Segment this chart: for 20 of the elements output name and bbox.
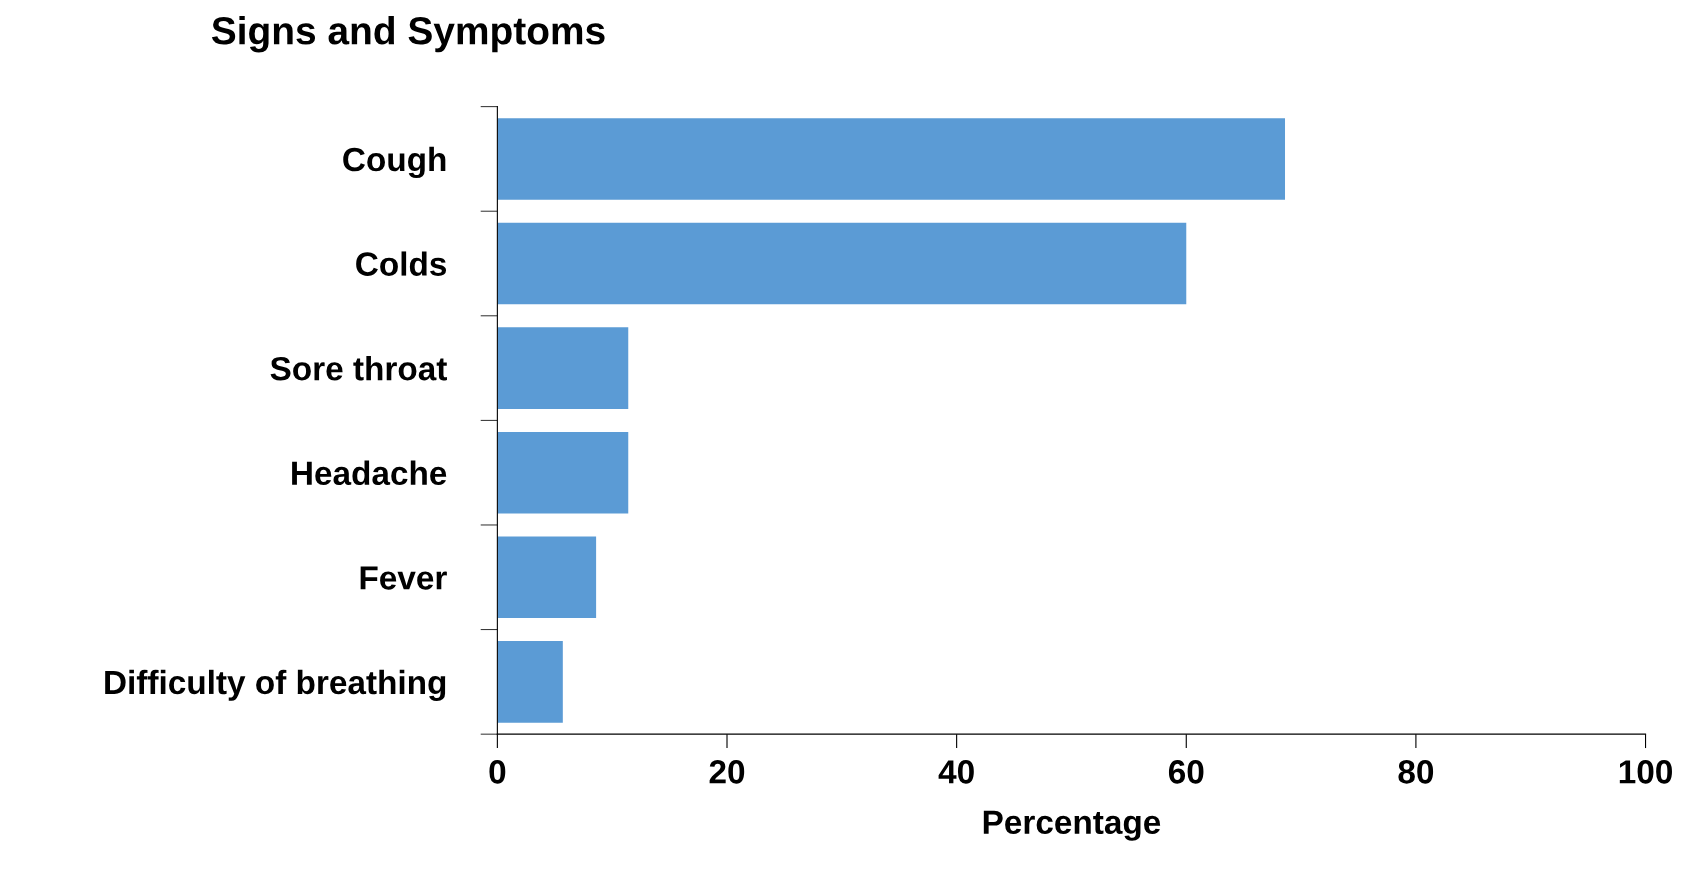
bar bbox=[497, 222, 1187, 305]
chart-title: Signs and Symptoms bbox=[211, 16, 605, 53]
bar bbox=[497, 536, 597, 619]
x-axis-title: Percentage bbox=[983, 810, 1161, 841]
bar bbox=[497, 327, 629, 409]
y-tick-label: Fever bbox=[360, 566, 447, 590]
bar bbox=[497, 431, 629, 514]
y-tick-label: Headache bbox=[292, 460, 447, 486]
y-tick-label: Colds bbox=[356, 251, 447, 276]
bar bbox=[497, 118, 1286, 200]
bar bbox=[497, 641, 563, 723]
y-tick-label: Difficulty of breathing bbox=[105, 669, 446, 702]
y-tick-label: Sore throat bbox=[270, 356, 447, 381]
x-tick-label: 0 bbox=[489, 760, 506, 784]
x-tick-label: 20 bbox=[709, 760, 745, 784]
x-tick-label: 100 bbox=[1619, 760, 1672, 784]
y-tick-label: Cough bbox=[343, 146, 446, 179]
x-tick-label: 80 bbox=[1398, 760, 1434, 784]
x-tick-label: 60 bbox=[1168, 760, 1204, 784]
x-tick-label: 40 bbox=[938, 760, 974, 784]
